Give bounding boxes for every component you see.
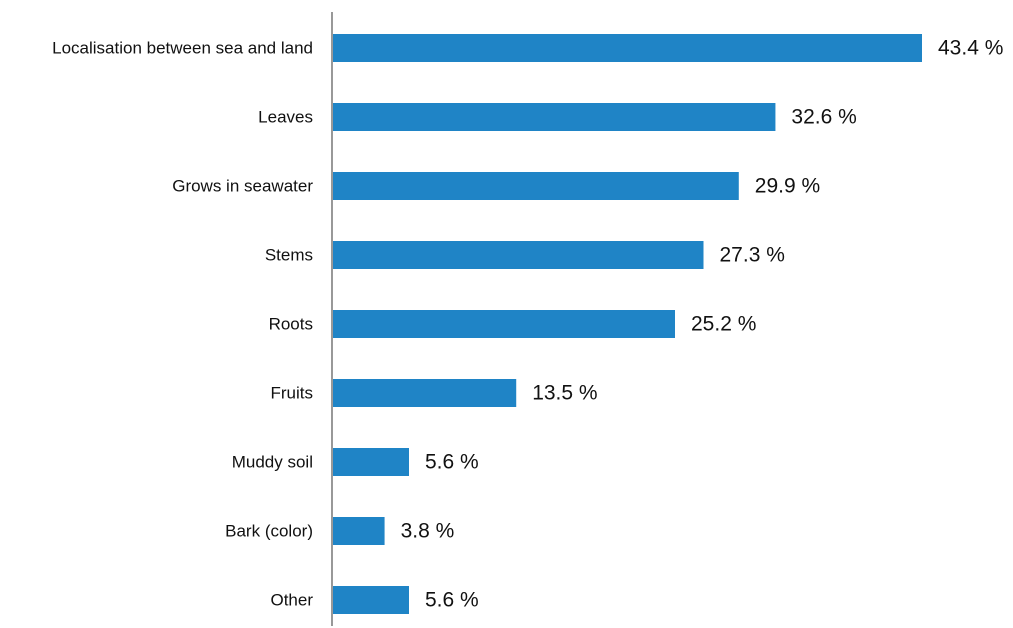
value-label: 32.6 % (791, 106, 856, 129)
category-label: Localisation between sea and land (52, 39, 313, 58)
bar (333, 172, 739, 200)
bar (333, 241, 704, 269)
category-label: Grows in seawater (172, 177, 313, 196)
value-label: 43.4 % (938, 37, 1003, 60)
bar (333, 448, 409, 476)
value-label: 27.3 % (720, 244, 785, 267)
bar (333, 34, 922, 62)
bar (333, 586, 409, 614)
value-label: 13.5 % (532, 382, 597, 405)
category-label: Stems (265, 246, 313, 265)
bar (333, 310, 675, 338)
value-label: 5.6 % (425, 589, 479, 612)
value-label: 25.2 % (691, 313, 756, 336)
bar (333, 103, 776, 131)
value-label: 29.9 % (755, 175, 820, 198)
category-label: Leaves (258, 108, 313, 127)
value-label: 5.6 % (425, 451, 479, 474)
bar (333, 517, 385, 545)
category-label: Fruits (271, 384, 314, 403)
category-label: Other (270, 591, 313, 610)
value-label: 3.8 % (401, 520, 455, 543)
category-label: Muddy soil (232, 453, 313, 472)
category-label: Roots (269, 315, 313, 334)
plot-area: Localisation between sea and land 43.4 % L… (52, 34, 1003, 614)
bar (333, 379, 517, 407)
category-label: Bark (color) (225, 522, 313, 541)
